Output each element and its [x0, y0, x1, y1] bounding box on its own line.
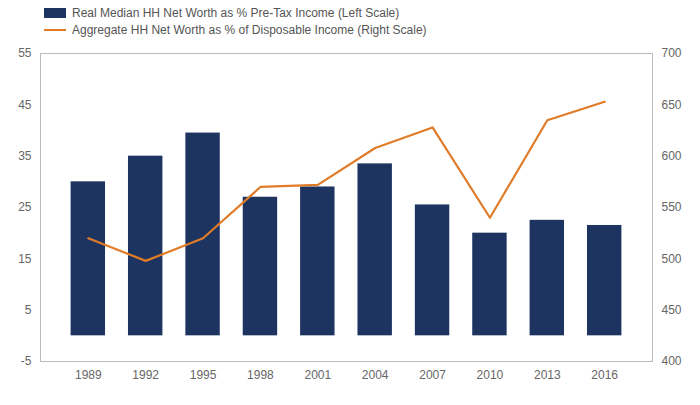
- svg-text:600: 600: [662, 149, 682, 163]
- svg-text:2004: 2004: [362, 368, 389, 382]
- svg-text:1989: 1989: [75, 368, 102, 382]
- html-text:Aggregate HH Net Worth as % of: Aggregate HH Net Worth as % of Disposabl…: [72, 23, 427, 37]
- svg-text:2016: 2016: [591, 368, 618, 382]
- svg-text:400: 400: [662, 354, 682, 368]
- svg-text:1995: 1995: [190, 368, 217, 382]
- svg-text:1992: 1992: [132, 368, 159, 382]
- svg-text:2013: 2013: [534, 368, 561, 382]
- svg-text:25: 25: [18, 200, 32, 214]
- svg-text:700: 700: [662, 46, 682, 60]
- svg-text:450: 450: [662, 303, 682, 317]
- svg-text:2007: 2007: [419, 368, 446, 382]
- svg-text:-5: -5: [21, 354, 32, 368]
- svg-text:45: 45: [18, 98, 32, 112]
- svg-text:2010: 2010: [477, 368, 504, 382]
- svg-text:5: 5: [25, 303, 32, 317]
- html-text:Real Median HH Net Worth as %: Real Median HH Net Worth as % Pre-Tax In…: [72, 6, 400, 20]
- svg-text:550: 550: [662, 200, 682, 214]
- svg-text:35: 35: [18, 149, 32, 163]
- svg-text:55: 55: [18, 46, 32, 60]
- svg-text:500: 500: [662, 252, 682, 266]
- svg-text:1998: 1998: [247, 368, 274, 382]
- svg-text:15: 15: [18, 252, 32, 266]
- svg-text:650: 650: [662, 98, 682, 112]
- svg-text:2001: 2001: [304, 368, 331, 382]
